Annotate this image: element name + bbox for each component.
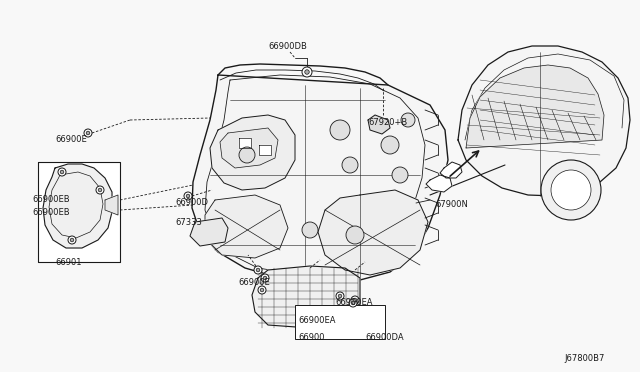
Polygon shape xyxy=(426,175,452,192)
Circle shape xyxy=(258,286,266,294)
Circle shape xyxy=(58,168,66,176)
Circle shape xyxy=(261,274,269,282)
Polygon shape xyxy=(38,162,120,262)
Polygon shape xyxy=(259,145,271,155)
Circle shape xyxy=(254,266,262,274)
Circle shape xyxy=(302,67,312,77)
Circle shape xyxy=(338,294,342,298)
Circle shape xyxy=(96,186,104,194)
Circle shape xyxy=(98,188,102,192)
Bar xyxy=(295,305,385,339)
Circle shape xyxy=(330,120,350,140)
Polygon shape xyxy=(43,164,112,248)
Circle shape xyxy=(353,298,357,302)
Polygon shape xyxy=(318,190,428,275)
Polygon shape xyxy=(440,162,462,178)
Text: 66900EB: 66900EB xyxy=(32,208,70,217)
Circle shape xyxy=(86,131,90,135)
Circle shape xyxy=(60,170,64,174)
Text: 67333: 67333 xyxy=(175,218,202,227)
Circle shape xyxy=(342,157,358,173)
Polygon shape xyxy=(458,46,630,196)
Text: 66900E: 66900E xyxy=(238,278,269,287)
Circle shape xyxy=(346,226,364,244)
Circle shape xyxy=(186,194,190,198)
Circle shape xyxy=(351,301,355,305)
Text: 66900: 66900 xyxy=(298,333,324,342)
Circle shape xyxy=(305,70,309,74)
Circle shape xyxy=(381,136,399,154)
Polygon shape xyxy=(192,75,448,282)
Circle shape xyxy=(349,299,357,307)
Text: 66900EA: 66900EA xyxy=(298,316,335,325)
Circle shape xyxy=(551,170,591,210)
Text: 66900DA: 66900DA xyxy=(365,333,404,342)
Circle shape xyxy=(184,192,192,200)
Polygon shape xyxy=(239,138,251,148)
Circle shape xyxy=(351,296,359,304)
Circle shape xyxy=(256,268,260,272)
Text: 66901: 66901 xyxy=(55,258,81,267)
Text: 66900EA: 66900EA xyxy=(335,298,372,307)
Text: 66900D: 66900D xyxy=(175,198,208,207)
Circle shape xyxy=(392,167,408,183)
Polygon shape xyxy=(220,128,278,168)
Circle shape xyxy=(68,236,76,244)
Polygon shape xyxy=(252,266,360,328)
Polygon shape xyxy=(205,195,288,258)
Text: 67900N: 67900N xyxy=(435,200,468,209)
Circle shape xyxy=(239,147,255,163)
Circle shape xyxy=(302,222,318,238)
Polygon shape xyxy=(105,195,118,215)
Circle shape xyxy=(541,160,601,220)
Text: 66900E: 66900E xyxy=(55,135,87,144)
Text: 67920+B: 67920+B xyxy=(368,118,407,127)
Circle shape xyxy=(260,288,264,292)
Polygon shape xyxy=(368,115,390,134)
Circle shape xyxy=(263,276,267,280)
Polygon shape xyxy=(190,218,228,246)
Text: J67800B7: J67800B7 xyxy=(564,354,604,363)
Circle shape xyxy=(401,113,415,127)
Circle shape xyxy=(84,129,92,137)
Polygon shape xyxy=(466,65,604,148)
Text: 66900DB: 66900DB xyxy=(268,42,307,51)
Circle shape xyxy=(336,292,344,300)
Text: 66900EB: 66900EB xyxy=(32,195,70,204)
Circle shape xyxy=(70,238,74,242)
Polygon shape xyxy=(210,115,295,190)
